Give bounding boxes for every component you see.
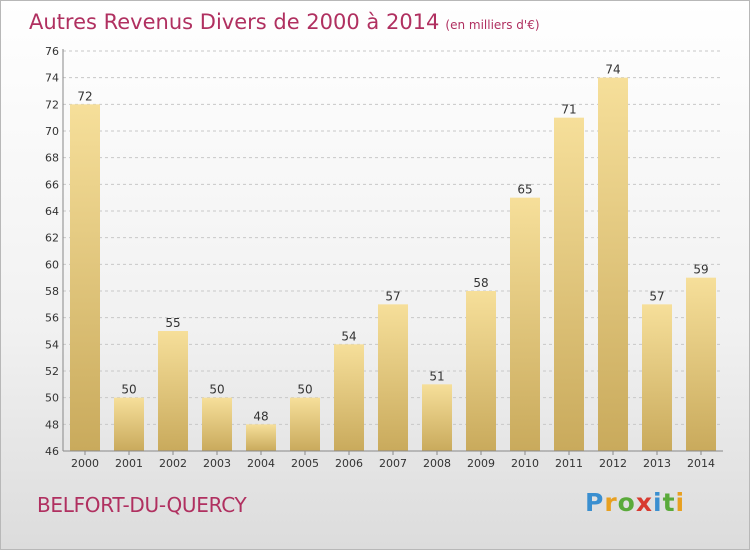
chart-title: Autres Revenus Divers de 2000 à 2014 (en … bbox=[29, 10, 540, 34]
bar bbox=[686, 277, 716, 451]
x-tick-label: 2001 bbox=[115, 457, 143, 470]
bar bbox=[290, 397, 320, 451]
data-label: 58 bbox=[473, 276, 488, 290]
bars bbox=[70, 77, 716, 452]
y-tick-label: 68 bbox=[45, 152, 59, 165]
data-label: 74 bbox=[605, 63, 620, 77]
data-label: 50 bbox=[121, 383, 136, 397]
city-name: BELFORT-DU-QUERCY bbox=[37, 493, 247, 517]
y-tick-label: 66 bbox=[45, 178, 59, 191]
data-label: 72 bbox=[77, 89, 92, 103]
bar bbox=[114, 397, 144, 451]
y-tick-label: 48 bbox=[45, 418, 59, 431]
bar bbox=[466, 291, 496, 451]
logo-letter: i bbox=[653, 488, 663, 517]
bar bbox=[202, 397, 232, 451]
bar bbox=[334, 344, 364, 451]
logo-letter: o bbox=[617, 488, 636, 517]
logo-letter: x bbox=[635, 488, 653, 517]
y-tick-label: 72 bbox=[45, 98, 59, 111]
y-tick-label: 50 bbox=[45, 392, 59, 405]
y-tick-label: 58 bbox=[45, 285, 59, 298]
logo-letter: P bbox=[585, 488, 605, 517]
data-label: 55 bbox=[165, 316, 180, 330]
y-tick-label: 70 bbox=[45, 125, 59, 138]
x-tick-label: 2000 bbox=[71, 457, 99, 470]
x-tick-label: 2014 bbox=[687, 457, 715, 470]
y-tick-label: 54 bbox=[45, 338, 59, 351]
chart-title-text: Autres Revenus Divers de 2000 à 2014 bbox=[29, 10, 440, 34]
y-tick-label: 52 bbox=[45, 365, 59, 378]
y-tick-label: 76 bbox=[45, 45, 59, 58]
x-tick-label: 2003 bbox=[203, 457, 231, 470]
y-tick-label: 46 bbox=[45, 445, 59, 458]
x-tick-label: 2009 bbox=[467, 457, 495, 470]
data-label: 50 bbox=[297, 383, 312, 397]
x-tick-label: 2004 bbox=[247, 457, 275, 470]
y-tick-label: 74 bbox=[45, 72, 59, 85]
data-label: 65 bbox=[517, 183, 532, 197]
x-tick-label: 2005 bbox=[291, 457, 319, 470]
data-label: 50 bbox=[209, 383, 224, 397]
x-tick-label: 2008 bbox=[423, 457, 451, 470]
data-label: 59 bbox=[693, 263, 708, 277]
data-label: 51 bbox=[429, 369, 444, 383]
logo-letter: t bbox=[662, 488, 676, 517]
logo-letter: r bbox=[604, 488, 618, 517]
logo-letter: i bbox=[675, 488, 686, 517]
bar bbox=[598, 77, 628, 452]
x-tick-label: 2006 bbox=[335, 457, 363, 470]
data-label: 57 bbox=[649, 289, 664, 303]
data-label: 54 bbox=[341, 329, 356, 343]
bar bbox=[510, 197, 540, 451]
bar bbox=[158, 331, 188, 451]
data-label: 57 bbox=[385, 289, 400, 303]
y-tick-label: 56 bbox=[45, 312, 59, 325]
bar bbox=[422, 384, 452, 451]
bar bbox=[246, 424, 276, 451]
x-tick-label: 2011 bbox=[555, 457, 583, 470]
chart-unit: (en milliers d'€) bbox=[445, 18, 540, 32]
data-label: 48 bbox=[253, 409, 268, 423]
x-tick-label: 2010 bbox=[511, 457, 539, 470]
data-label: 71 bbox=[561, 103, 576, 117]
proxiti-logo: Proxiti bbox=[585, 488, 685, 517]
y-tick-label: 64 bbox=[45, 205, 59, 218]
bar bbox=[642, 304, 672, 451]
y-tick-label: 60 bbox=[45, 258, 59, 271]
x-tick-label: 2007 bbox=[379, 457, 407, 470]
y-tick-label: 62 bbox=[45, 232, 59, 245]
x-tick-label: 2002 bbox=[159, 457, 187, 470]
bar bbox=[70, 104, 100, 451]
bar bbox=[554, 117, 584, 452]
axes: 46 48 50 52 54 56 58 60 62 64 66 68 70 72 74 76 72 2000 50… bbox=[45, 45, 723, 470]
x-tick-label: 2013 bbox=[643, 457, 671, 470]
bar bbox=[378, 304, 408, 451]
x-tick-label: 2012 bbox=[599, 457, 627, 470]
